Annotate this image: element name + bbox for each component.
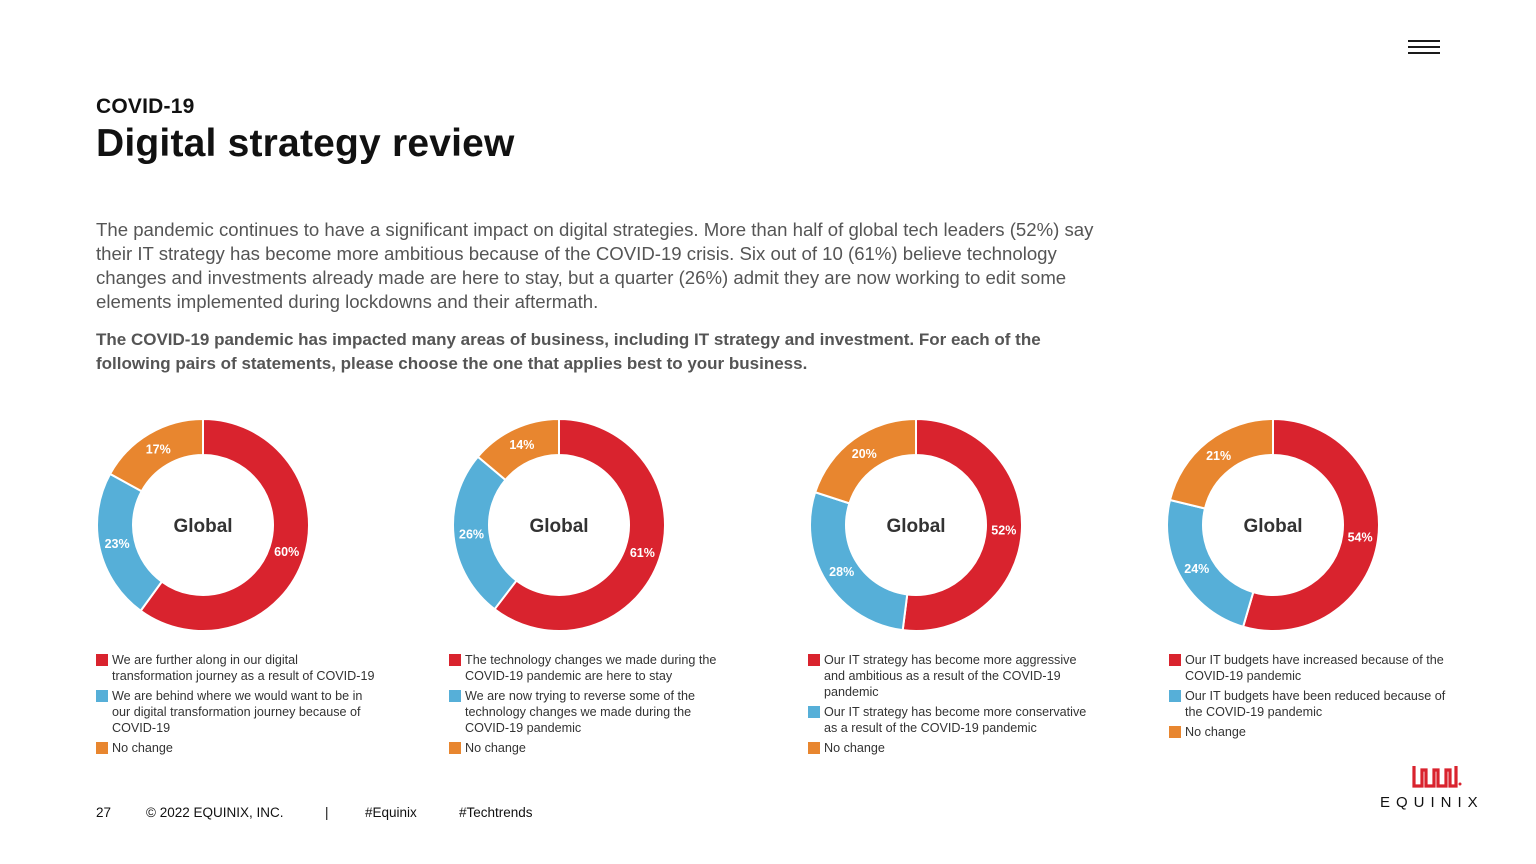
- legend-swatch: [449, 742, 461, 754]
- equinix-logo: EQUINIX: [1380, 764, 1490, 811]
- legend-2: The technology changes we made during th…: [449, 652, 729, 760]
- legend-swatch: [96, 654, 108, 666]
- legend-item-1-3: No change: [96, 740, 376, 756]
- equinix-logo-icon: [1412, 766, 1462, 788]
- donut-center-label-4: Global: [1243, 516, 1302, 537]
- legend-3: Our IT strategy has become more aggressi…: [808, 652, 1088, 760]
- legend-label: Our IT strategy has become more conserva…: [824, 705, 1087, 735]
- donut-slice-4-3: [1168, 417, 1274, 510]
- legend-swatch: [449, 654, 461, 666]
- legend-item-2-1: The technology changes we made during th…: [449, 652, 729, 684]
- legend-swatch: [808, 654, 820, 666]
- legend-swatch: [1169, 654, 1181, 666]
- donut-slice-1-1: [139, 417, 310, 632]
- page-title: Digital strategy review: [96, 122, 515, 165]
- donut-slice-3-3: [813, 417, 917, 505]
- intro-paragraph: The pandemic continues to have a signifi…: [96, 219, 1094, 312]
- donut-chart-3: 52% 28% 20% Global: [809, 417, 1023, 632]
- legend-swatch: [1169, 690, 1181, 702]
- slice-label-4-3: 21%: [1206, 449, 1231, 463]
- legend-label: Our IT budgets have been reduced because…: [1185, 689, 1446, 719]
- donut-slice-3-1: [901, 417, 1023, 632]
- slice-label-1-1: 60%: [274, 545, 299, 559]
- legend-4: Our IT budgets have increased because of…: [1169, 652, 1449, 744]
- legend-label: The technology changes we made during th…: [465, 653, 717, 683]
- legend-item-3-1: Our IT strategy has become more aggressi…: [808, 652, 1088, 700]
- legend-item-3-3: No change: [808, 740, 1088, 756]
- page-number: 27: [96, 805, 112, 820]
- legend-swatch: [449, 690, 461, 702]
- slice-label-2-3: 14%: [509, 438, 534, 452]
- hashtag-techtrends: #Techtrends: [459, 805, 533, 820]
- menu-icon[interactable]: [1408, 40, 1440, 58]
- legend-swatch: [808, 742, 820, 754]
- donut-slice-2-1: [493, 417, 666, 632]
- legend-swatch: [1169, 726, 1181, 738]
- donut-center-label-2: Global: [529, 516, 588, 537]
- slice-label-3-1: 52%: [991, 524, 1016, 538]
- donut-slice-3-2: [809, 490, 909, 632]
- donut-slice-4-2: [1166, 498, 1255, 628]
- legend-item-1-1: We are further along in our digital tran…: [96, 652, 376, 684]
- legend-swatch: [96, 690, 108, 702]
- donut-center-label-1: Global: [173, 516, 232, 537]
- legend-label: No change: [1185, 725, 1246, 739]
- legend-item-4-3: No change: [1169, 724, 1449, 740]
- donut-center-label-3: Global: [886, 516, 945, 537]
- donut-chart-2: 61% 26% 14% Global: [452, 417, 666, 632]
- donut-chart-1: 60% 23% 17% Global: [96, 417, 310, 632]
- legend-1: We are further along in our digital tran…: [96, 652, 376, 760]
- copyright: © 2022 EQUINIX, INC.: [146, 805, 284, 820]
- donut-slice-1-3: [108, 417, 204, 493]
- legend-item-4-1: Our IT budgets have increased because of…: [1169, 652, 1449, 684]
- donut-slice-2-3: [476, 417, 560, 482]
- legend-label: We are now trying to reverse some of the…: [465, 689, 696, 735]
- legend-label: We are further along in our digital tran…: [112, 653, 375, 683]
- slice-label-1-2: 23%: [105, 537, 130, 551]
- legend-item-3-2: Our IT strategy has become more conserva…: [808, 704, 1088, 736]
- slice-label-4-2: 24%: [1184, 562, 1209, 576]
- slice-label-2-1: 61%: [630, 546, 655, 560]
- legend-item-4-2: Our IT budgets have been reduced because…: [1169, 688, 1449, 720]
- legend-swatch: [96, 742, 108, 754]
- hashtag-equinix: #Equinix: [365, 805, 417, 820]
- donut-slice-4-1: [1241, 417, 1380, 632]
- legend-swatch: [808, 706, 820, 718]
- legend-item-2-3: No change: [449, 740, 729, 756]
- footer-separator: |: [325, 805, 329, 820]
- slice-label-2-2: 26%: [459, 528, 484, 542]
- legend-label: Our IT strategy has become more aggressi…: [824, 653, 1077, 699]
- section-kicker: COVID-19: [96, 95, 195, 118]
- slice-label-3-3: 20%: [852, 447, 877, 461]
- slice-label-3-2: 28%: [829, 565, 854, 579]
- slice-label-4-1: 54%: [1348, 531, 1373, 545]
- legend-label: We are behind where we would want to be …: [112, 689, 363, 735]
- legend-label: No change: [465, 741, 526, 755]
- survey-question: The COVID-19 pandemic has impacted many …: [96, 330, 1041, 373]
- slice-label-1-3: 17%: [146, 442, 171, 456]
- legend-label: Our IT budgets have increased because of…: [1185, 653, 1444, 683]
- legend-item-1-2: We are behind where we would want to be …: [96, 688, 376, 736]
- legend-label: No change: [112, 741, 173, 755]
- legend-item-2-2: We are now trying to reverse some of the…: [449, 688, 729, 736]
- equinix-logo-text: EQUINIX: [1380, 794, 1484, 811]
- donut-chart-4: 54% 24% 21% Global: [1166, 417, 1380, 632]
- legend-label: No change: [824, 741, 885, 755]
